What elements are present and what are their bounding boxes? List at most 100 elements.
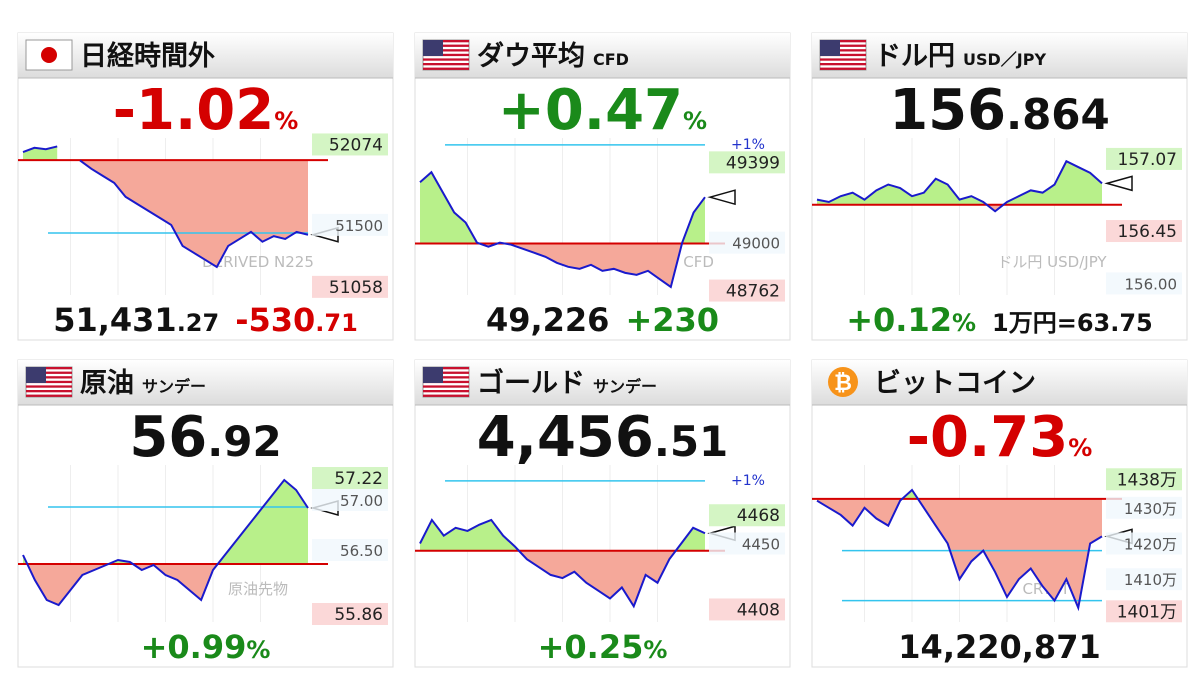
headline-text: 56.92 [129, 405, 281, 470]
footer-text: 14,220,871 [898, 628, 1100, 666]
headline-text: 4,456.51 [477, 405, 729, 470]
footer-part: -530 [235, 301, 315, 339]
label-box [312, 539, 388, 561]
footer-text: 51,431.27 -530.71 [53, 301, 358, 339]
label-box [312, 275, 388, 298]
flag-stripe [423, 371, 469, 374]
watermark: 原油先物 [228, 580, 288, 598]
headline-part: .51 [654, 417, 728, 466]
label-box [709, 532, 785, 555]
price-label: 1420万 [1124, 536, 1177, 554]
panel-title: ビットコイン [874, 368, 1036, 399]
headline-part: .92 [207, 417, 281, 466]
price-label: 57.00 [340, 492, 383, 510]
panel: ゴールド サンデー 4,456.51 +0.25% +1% 4468 4450 4408 [414, 359, 791, 668]
panel-header [18, 33, 393, 78]
label-box [312, 467, 388, 489]
label-box [312, 133, 388, 156]
footer-text: +0.99% [141, 628, 271, 666]
area-down [420, 550, 705, 607]
flag-stripe [423, 67, 469, 70]
flag-stripe [26, 380, 72, 384]
price-label: 51500 [335, 217, 383, 235]
footer-part: 14,220,871 [898, 628, 1100, 666]
flag-stripe [820, 58, 866, 61]
label-box [709, 504, 785, 527]
price-label: 48762 [726, 282, 780, 302]
flag-canton [423, 367, 443, 383]
flag-stripe [26, 390, 72, 393]
label-box [1106, 600, 1182, 623]
flag-stripe [423, 49, 469, 52]
footer-text: +0.12% 1万円=63.75 [846, 301, 1153, 339]
headline-part: .864 [1006, 90, 1110, 139]
price-line [419, 170, 706, 289]
price-label: 4468 [737, 506, 780, 526]
footer-part: % [246, 636, 270, 664]
headline-part: -1.02 [113, 78, 274, 143]
footer-part: 51,431 [53, 301, 176, 339]
flag-stripe [423, 385, 469, 388]
footer-part: +0.99 [141, 628, 247, 666]
label-box [709, 151, 785, 174]
flag-stripe [820, 53, 866, 57]
price-line [816, 159, 1103, 213]
price-label: 4450 [742, 536, 780, 554]
price-label: 1410万 [1124, 571, 1177, 589]
headline-text: -0.73% [907, 405, 1092, 470]
price-label: 57.22 [334, 469, 383, 489]
area-up [817, 161, 1102, 205]
panel-title: 日経時間外 [80, 40, 215, 72]
flag-stripe [820, 67, 866, 70]
price-label: 49000 [732, 235, 780, 253]
panel-title: ダウ平均 [477, 40, 585, 72]
flag-stripe [423, 390, 469, 393]
headline-part: 156 [889, 78, 1006, 143]
price-line [816, 488, 1103, 612]
price-label: 55.86 [334, 605, 383, 625]
flag-stripe [26, 394, 72, 397]
label-box [312, 213, 388, 236]
panel: 原油 サンデー 56.92 +0.99% 原油先物 57.22 57.00 56.50 55.8… [17, 359, 394, 668]
price-label: 52074 [329, 135, 383, 155]
panel-subtitle: サンデー [593, 377, 657, 396]
label-box [709, 598, 785, 621]
flag-canton [820, 40, 840, 56]
headline-text: +0.47% [498, 78, 707, 143]
footer-part: +0.12 [846, 301, 952, 339]
price-label: 49399 [726, 153, 780, 173]
price-label: 156.00 [1125, 275, 1178, 293]
headline-part: % [274, 107, 298, 135]
price-line [22, 145, 309, 269]
flag-stripe [820, 44, 866, 47]
last-marker [1104, 175, 1133, 192]
area-down [986, 204, 1004, 212]
flag-stripe [423, 394, 469, 397]
flag-stripe [26, 385, 72, 388]
flag-canton [26, 367, 46, 383]
footer-part: .27 [177, 309, 220, 337]
area-down [80, 160, 308, 267]
label-box [312, 489, 388, 511]
area-up [420, 172, 705, 244]
label-box [1106, 568, 1182, 591]
flag-stripe [423, 44, 469, 47]
panel-header [415, 360, 790, 405]
panel-title: ドル円 [874, 41, 955, 72]
price-label: 157.07 [1118, 150, 1177, 170]
area-down [817, 498, 1102, 608]
footer-text: 49,226 +230 [486, 301, 719, 339]
footer-part: % [643, 636, 667, 664]
watermark: ドル円 USD/JPY [997, 253, 1107, 271]
price-line [419, 518, 706, 609]
label-box [1106, 532, 1182, 555]
flag-stripe [26, 367, 72, 370]
band-label: +1% [731, 137, 765, 153]
flag-stripe [820, 63, 866, 66]
label-box [1106, 496, 1182, 519]
flag-stripe [423, 63, 469, 66]
panel-subtitle: CFD [593, 50, 629, 69]
label-box [709, 279, 785, 302]
flag-glyph: ₿ [834, 371, 852, 396]
